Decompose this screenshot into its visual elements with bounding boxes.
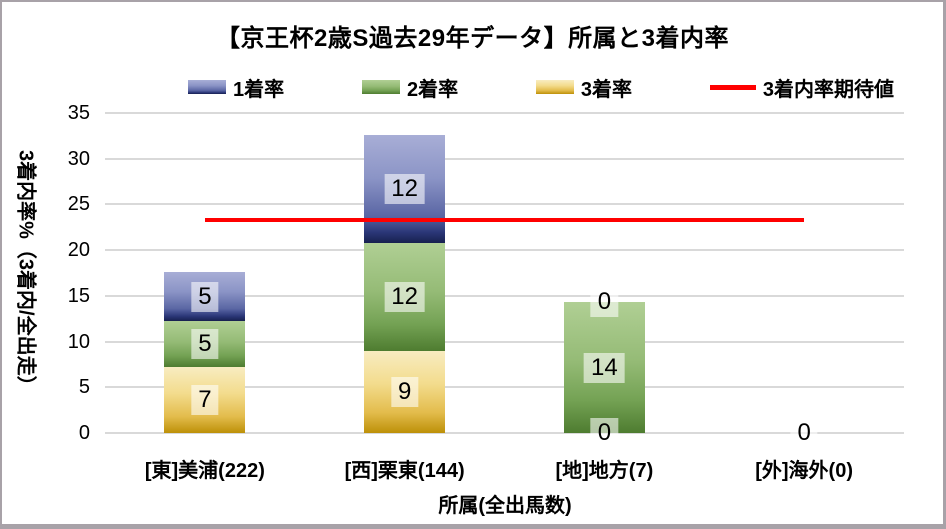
x-axis-title: 所属(全出馬数) [438, 495, 572, 517]
legend-swatch-yellow-icon [535, 80, 574, 94]
data-label-2着率: 5 [191, 329, 219, 360]
y-tick-label: 5 [78, 376, 90, 399]
data-label-2着率: 12 [384, 281, 425, 312]
data-label-3着率: 0 [590, 418, 619, 448]
legend-label: 2着率 [406, 78, 459, 101]
x-tick-label: [西]栗東(144) [344, 460, 465, 482]
legend-item-red-line: 3着内率期待値 [709, 73, 894, 102]
legend-item-green: 2着率 [361, 73, 459, 102]
y-tick-label: 0 [78, 422, 90, 444]
y-tick-label: 20 [67, 239, 90, 262]
y-tick-label: 30 [67, 147, 90, 170]
legend-item-yellow: 3着率 [535, 73, 633, 102]
gridline-y35 [105, 112, 904, 114]
legend-item-blue: 1着率 [188, 73, 284, 102]
expected-rate-line [204, 217, 805, 222]
y-tick-label: 15 [67, 284, 90, 307]
legend-label: 1着率 [233, 78, 285, 101]
gridline-y20 [105, 249, 904, 252]
gridline-y30 [105, 157, 904, 160]
data-label-2着率: 14 [584, 352, 625, 383]
legend-label: 3着率 [580, 78, 633, 101]
gridline-y0 [105, 432, 904, 434]
x-tick-label: [地]地方(7) [555, 460, 654, 482]
data-label-1着率: 5 [191, 281, 219, 312]
gridline-y5 [105, 386, 904, 389]
legend-swatch-blue-icon [188, 80, 226, 94]
gridline-y15 [105, 294, 904, 297]
legend-label: 3着内率期待値 [762, 78, 894, 101]
data-label-3着率: 9 [390, 376, 419, 407]
legend-swatch-red-line [709, 84, 756, 90]
data-label-3着率: 0 [790, 418, 818, 448]
data-label-1着率: 12 [384, 173, 425, 204]
y-tick-label: 35 [67, 102, 90, 124]
data-label-3着率: 7 [191, 385, 219, 416]
legend: 1着率 2着率 3着率 3着内率期待値 [188, 73, 894, 102]
x-tick-label: [外]海外(0) [755, 460, 853, 482]
x-tick-label: [東]美浦(222) [144, 460, 265, 482]
y-tick-label: 25 [67, 193, 90, 216]
data-label-1着率: 0 [590, 287, 619, 318]
gridline-y10 [105, 340, 904, 343]
chart-title: 【京王杯2歳S過去29年データ】所属と3着内率 [216, 25, 729, 52]
legend-swatch-green-icon [361, 80, 400, 94]
gridline-y25 [105, 203, 904, 206]
y-tick-label: 10 [67, 330, 90, 353]
y-axis-title: 3着内率%（3着内/全出走） [14, 150, 37, 396]
